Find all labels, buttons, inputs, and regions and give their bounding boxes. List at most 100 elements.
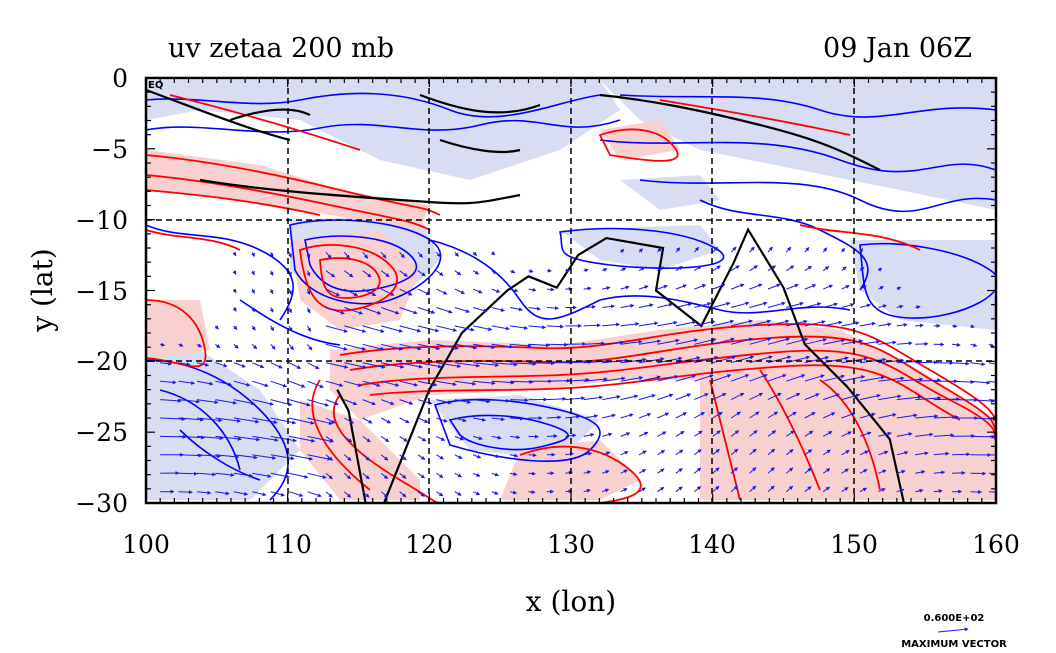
wind-vector-arrow: [602, 358, 629, 364]
wind-vector-arrow: [804, 320, 826, 327]
wind-vector-arrow: [859, 412, 876, 419]
wind-vector-arrow: [509, 288, 519, 293]
wind-vector-arrow: [583, 414, 599, 419]
wind-vector-arrow: [859, 266, 865, 272]
wind-vector-arrow: [289, 435, 316, 443]
wind-vector-arrow: [399, 288, 413, 296]
wind-vector-arrow: [473, 435, 483, 441]
wind-vector-arrow: [270, 435, 297, 443]
wind-vector-arrow: [712, 430, 721, 437]
wind-vector-arrow: [307, 362, 320, 370]
wind-vector-arrow: [565, 377, 590, 382]
wind-vector-arrow: [712, 467, 720, 474]
wind-vector-arrow: [915, 323, 924, 328]
wind-vector-arrow: [730, 265, 740, 272]
wind-vector-arrow: [491, 307, 505, 312]
wind-vector-arrow: [196, 454, 221, 459]
wind-vector-arrow: [841, 487, 849, 493]
wind-vector-arrow: [767, 337, 791, 345]
wind-vector-arrow: [749, 265, 758, 272]
wind-vector-arrow: [454, 270, 462, 276]
wind-vector-arrow: [896, 488, 905, 493]
wind-vector-arrow: [859, 450, 869, 456]
wind-vector-arrow: [822, 449, 831, 456]
wind-vector-arrow: [638, 266, 646, 272]
y-axis-tick-labels: 0 −5 −10 −15 −20 −25 −30: [75, 64, 128, 518]
wind-vector-arrow: [362, 270, 372, 278]
x-axis-tick-labels: 100 110 120 130 140 150 160: [122, 530, 1020, 559]
wind-vector-arrow: [472, 251, 478, 256]
wind-vector-arrow: [215, 454, 240, 459]
wind-vector-arrow: [933, 489, 943, 494]
wind-vector-arrow: [417, 270, 426, 277]
wind-vector-arrow: [491, 435, 502, 440]
wind-vector-arrow: [214, 325, 219, 330]
wind-vector-arrow: [270, 362, 283, 369]
wind-vector-arrow: [270, 380, 288, 388]
wind-vector-arrow: [767, 467, 775, 474]
wind-vector-arrow: [491, 362, 518, 367]
wind-vector-arrow: [675, 468, 683, 474]
wind-vector-arrow: [196, 343, 202, 348]
wind-vector-arrow: [638, 339, 662, 345]
wind-vector-arrow: [196, 399, 219, 405]
wind-vector-arrow: [730, 319, 753, 327]
wind-vector-arrow: [454, 472, 462, 478]
wind-vector-arrow: [730, 374, 750, 382]
wind-vector-arrow: [675, 412, 687, 419]
wind-vector-arrow: [638, 321, 659, 327]
wind-vector-arrow: [528, 361, 555, 366]
wind-vector-arrow: [822, 266, 830, 272]
wind-vector-arrow: [288, 252, 292, 258]
wind-vector-arrow: [232, 288, 237, 294]
wind-vector-arrow: [657, 468, 665, 474]
wind-vector-arrow: [196, 362, 210, 367]
wind-vector-arrow: [233, 435, 261, 442]
wind-vector-arrow: [841, 450, 850, 456]
wind-vector-arrow: [436, 417, 448, 423]
wind-vector-arrow: [288, 362, 302, 369]
wind-vector-arrow: [325, 251, 332, 259]
wind-vector-arrow: [509, 269, 516, 274]
wind-vector-arrow: [472, 491, 481, 496]
wind-vector-arrow: [896, 286, 902, 291]
wind-vector-arrow: [325, 491, 333, 498]
wind-vector-arrow: [546, 396, 567, 401]
wind-vector-arrow: [252, 362, 265, 369]
wind-vector-arrow: [381, 325, 403, 333]
wind-vector-arrow: [638, 487, 646, 493]
wind-vector-arrow: [620, 394, 639, 401]
wind-vector-arrow: [565, 414, 581, 419]
wind-vector-arrow: [436, 343, 459, 350]
wind-vector-arrow: [178, 380, 196, 385]
wind-vector-arrow: [178, 435, 206, 440]
wind-vector-arrow: [785, 246, 792, 253]
wind-vector-arrow: [362, 435, 371, 443]
wind-vector-arrow: [878, 488, 886, 493]
wind-vector-arrow: [675, 302, 693, 308]
wind-vector-arrow: [178, 453, 203, 458]
wind-vector-arrow: [896, 469, 906, 474]
wind-vector-arrow: [270, 399, 293, 407]
wind-vector-arrow: [565, 433, 577, 438]
wind-vector-arrow: [233, 380, 251, 387]
wind-vector-arrow: [657, 266, 664, 272]
wind-vector-arrow: [306, 270, 311, 277]
wind-vector-arrow: [510, 398, 529, 403]
wind-vector-arrow: [878, 286, 884, 290]
wind-vector-arrow: [215, 343, 221, 349]
wind-vector-arrow: [952, 324, 958, 329]
wind-vector-arrow: [730, 485, 738, 493]
wind-vector-arrow: [620, 357, 647, 364]
wind-vector-arrow: [325, 362, 349, 369]
wind-vector-arrow: [380, 472, 389, 480]
wind-vector-arrow: [878, 376, 905, 382]
wind-vector-arrow: [602, 488, 610, 493]
wind-vector-arrow: [988, 435, 996, 438]
wind-vector-arrow: [528, 453, 537, 458]
wind-vector-arrow: [491, 325, 510, 331]
wind-vector-arrow: [270, 491, 285, 497]
wind-vector-arrow: [841, 431, 852, 437]
wind-vector-arrow: [988, 343, 995, 347]
wind-vector-arrow: [436, 270, 444, 276]
